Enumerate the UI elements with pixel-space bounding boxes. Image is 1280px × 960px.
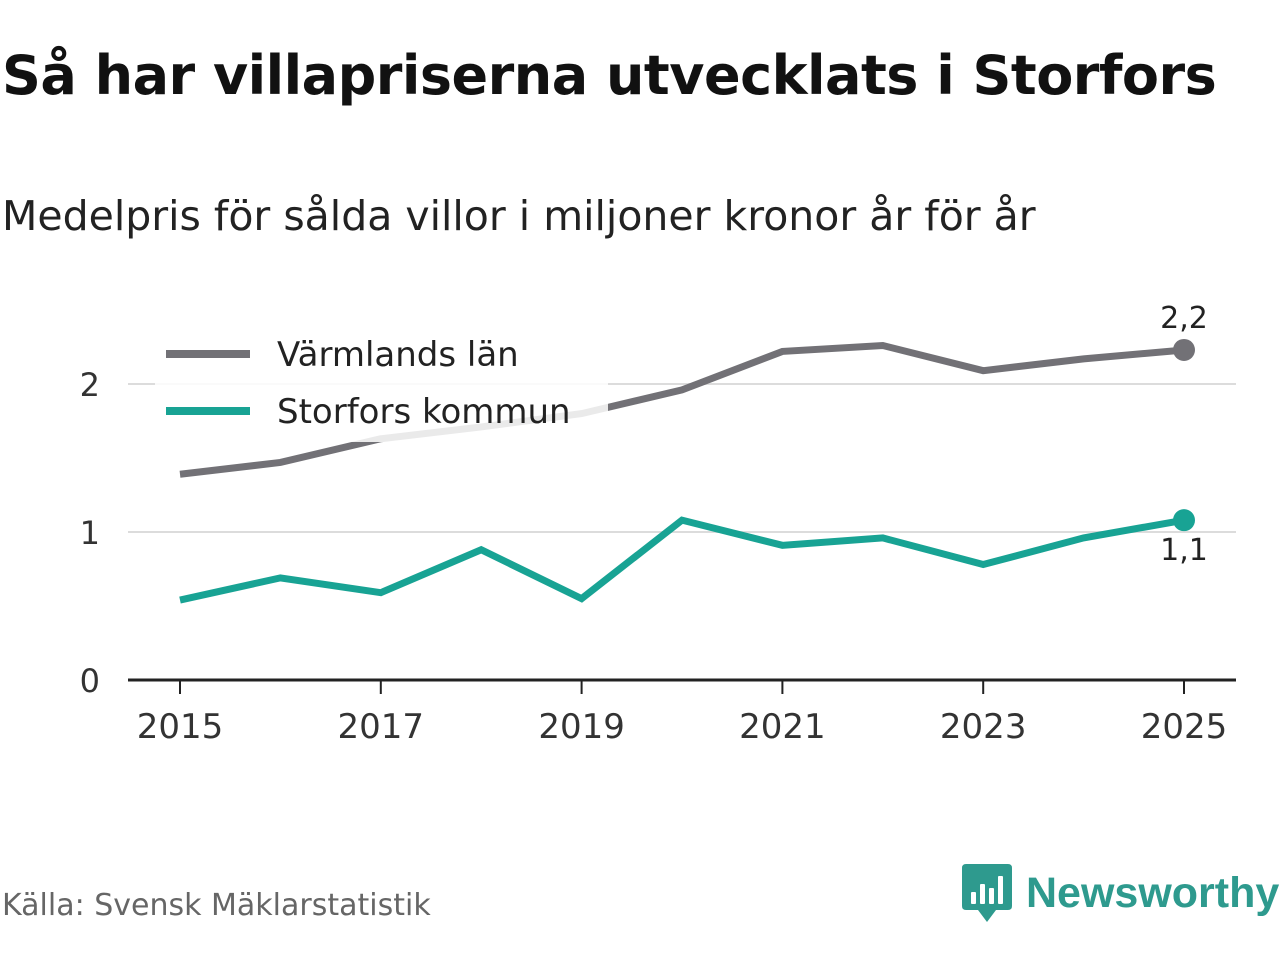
brand-logo: Newsworthy [962,864,1279,922]
legend-background [155,325,608,442]
series-end-label: 1,1 [1160,533,1208,568]
legend: Värmlands län Storfors kommun [155,325,608,442]
brand-name: Newsworthy [1026,868,1280,917]
x-tick-label: 2023 [940,707,1027,747]
y-tick-label: 0 [80,662,100,700]
x-tick-label: 2025 [1141,707,1228,747]
series: 2,2 1,1 [179,301,1208,604]
series-endpoint-0 [1173,338,1195,361]
series-line-1 [179,516,1185,604]
series-end-label: 2,2 [1160,301,1208,336]
series-endpoint-1 [1173,509,1195,532]
chart-title: Så har villapriserna utvecklats i Storfo… [2,44,1217,107]
y-axis: 0 1 2 [80,366,100,700]
series-line-0 [179,341,1185,478]
newsworthy-logo-icon [962,864,1012,922]
y-tick-label: 1 [80,514,100,552]
legend-label: Storfors kommun [277,392,571,432]
x-tick-label: 2017 [338,707,425,747]
chart-subtitle: Medelpris för sålda villor i miljoner kr… [2,192,1036,240]
source-note: Källa: Svensk Mäklarstatistik [2,888,431,923]
x-axis: 2015 2017 2019 2021 2023 2025 [128,678,1236,747]
x-tick-label: 2015 [137,707,224,747]
x-tick-label: 2021 [739,707,826,747]
legend-label: Värmlands län [277,335,519,375]
y-tick-label: 2 [80,366,100,404]
x-tick-label: 2019 [538,707,625,747]
